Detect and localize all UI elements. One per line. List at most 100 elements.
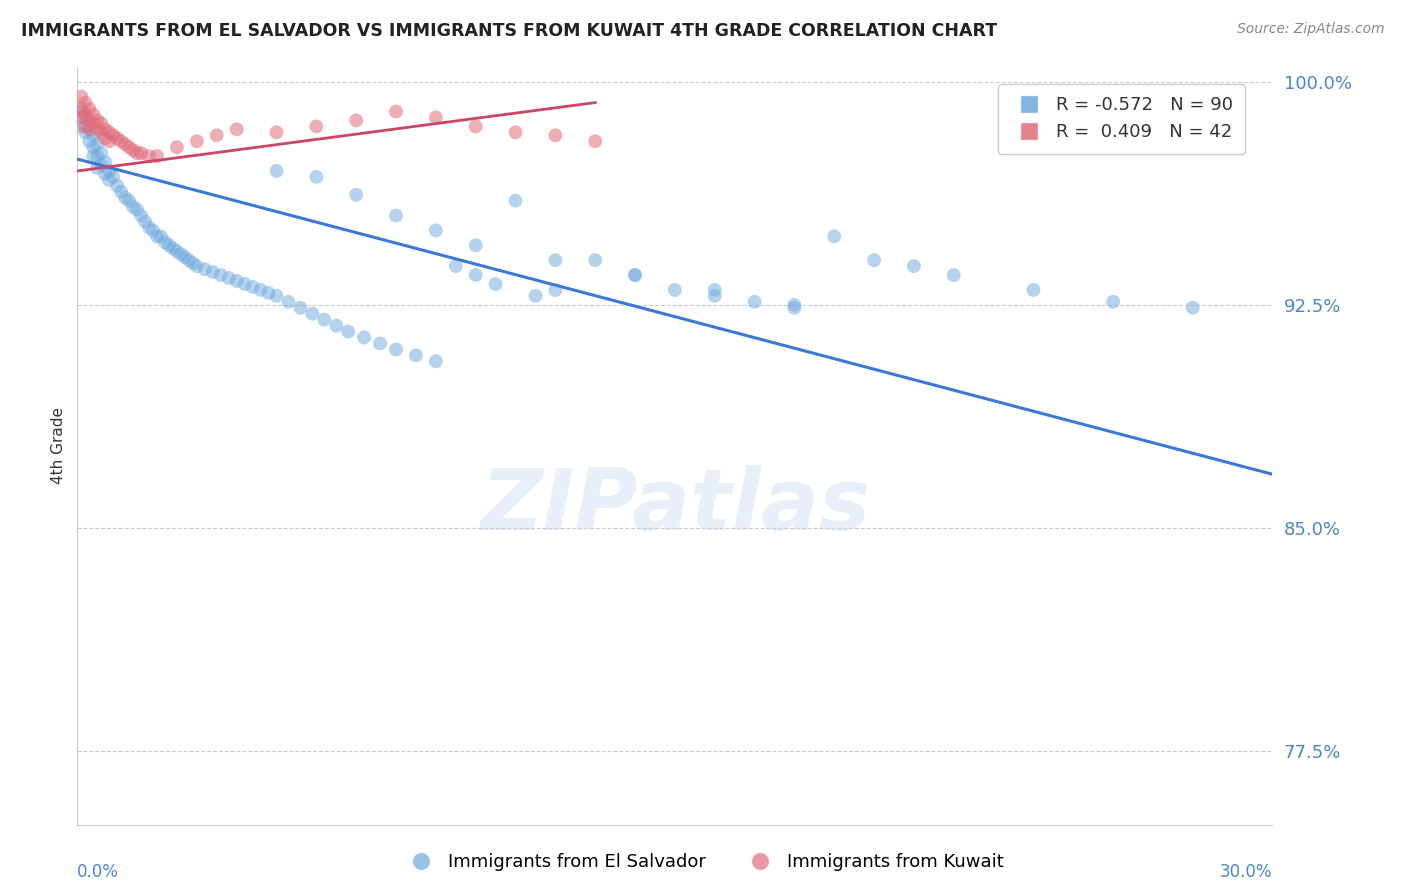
Point	[70, 102, 93, 116]
Point	[98, 134, 121, 148]
Point	[583, 134, 606, 148]
Point	[225, 122, 247, 136]
Point	[290, 301, 312, 315]
Point	[218, 271, 240, 285]
Point	[305, 169, 328, 184]
Point	[146, 149, 169, 163]
Point	[425, 111, 447, 125]
Point	[783, 298, 806, 312]
Point	[624, 268, 647, 282]
Point	[118, 194, 141, 208]
Point	[624, 268, 647, 282]
Point	[544, 283, 567, 297]
Point	[94, 167, 117, 181]
Point	[94, 122, 117, 136]
Point	[94, 131, 117, 145]
Point	[75, 107, 97, 121]
Point	[122, 200, 145, 214]
Point	[344, 187, 367, 202]
Point	[79, 120, 101, 134]
Legend: Immigrants from El Salvador, Immigrants from Kuwait: Immigrants from El Salvador, Immigrants …	[395, 847, 1011, 879]
Point	[186, 259, 208, 273]
Point	[233, 277, 256, 291]
Point	[94, 155, 117, 169]
Point	[425, 354, 447, 368]
Point	[337, 325, 360, 339]
Point	[174, 250, 197, 264]
Point	[194, 262, 217, 277]
Point	[385, 343, 408, 357]
Point	[79, 113, 101, 128]
Point	[277, 294, 299, 309]
Point	[186, 134, 208, 148]
Point	[86, 161, 108, 175]
Text: IMMIGRANTS FROM EL SALVADOR VS IMMIGRANTS FROM KUWAIT 4TH GRADE CORRELATION CHAR: IMMIGRANTS FROM EL SALVADOR VS IMMIGRANT…	[21, 22, 997, 40]
Point	[903, 259, 925, 273]
Point	[142, 223, 165, 237]
Point	[205, 128, 228, 143]
Point	[82, 107, 104, 121]
Text: 30.0%: 30.0%	[1220, 863, 1272, 881]
Point	[105, 178, 128, 193]
Point	[70, 111, 93, 125]
Point	[98, 125, 121, 139]
Point	[464, 238, 486, 252]
Point	[344, 113, 367, 128]
Point	[744, 294, 766, 309]
Point	[79, 134, 101, 148]
Point	[703, 289, 725, 303]
Point	[75, 95, 97, 110]
Y-axis label: 4th Grade: 4th Grade	[51, 408, 66, 484]
Point	[90, 125, 112, 139]
Point	[82, 149, 104, 163]
Point	[325, 318, 347, 333]
Point	[103, 128, 124, 143]
Point	[505, 125, 527, 139]
Point	[86, 149, 108, 163]
Point	[166, 244, 188, 259]
Point	[1102, 294, 1125, 309]
Point	[82, 116, 104, 130]
Point	[146, 229, 169, 244]
Point	[138, 149, 160, 163]
Point	[75, 111, 97, 125]
Point	[86, 122, 108, 136]
Point	[103, 169, 124, 184]
Point	[98, 173, 121, 187]
Point	[1181, 301, 1204, 315]
Point	[118, 140, 141, 154]
Point	[368, 336, 391, 351]
Point	[114, 137, 136, 152]
Point	[664, 283, 686, 297]
Point	[1022, 283, 1045, 297]
Point	[405, 348, 427, 362]
Point	[129, 209, 152, 223]
Point	[98, 164, 121, 178]
Point	[353, 330, 375, 344]
Text: 0.0%: 0.0%	[77, 863, 120, 881]
Point	[127, 146, 149, 161]
Point	[82, 140, 104, 154]
Point	[209, 268, 232, 282]
Legend: R = -0.572   N = 90, R =  0.409   N = 42: R = -0.572 N = 90, R = 0.409 N = 42	[998, 84, 1246, 153]
Point	[170, 247, 193, 261]
Point	[177, 253, 200, 268]
Point	[70, 89, 93, 103]
Point	[305, 120, 328, 134]
Point	[385, 209, 408, 223]
Point	[266, 164, 288, 178]
Point	[90, 146, 112, 161]
Point	[90, 158, 112, 172]
Point	[114, 191, 136, 205]
Point	[138, 220, 160, 235]
Point	[82, 128, 104, 143]
Point	[150, 229, 173, 244]
Point	[181, 256, 204, 270]
Point	[314, 312, 336, 326]
Point	[110, 134, 132, 148]
Point	[75, 125, 97, 139]
Point	[134, 214, 156, 228]
Point	[942, 268, 965, 282]
Point	[524, 289, 547, 303]
Point	[122, 143, 145, 157]
